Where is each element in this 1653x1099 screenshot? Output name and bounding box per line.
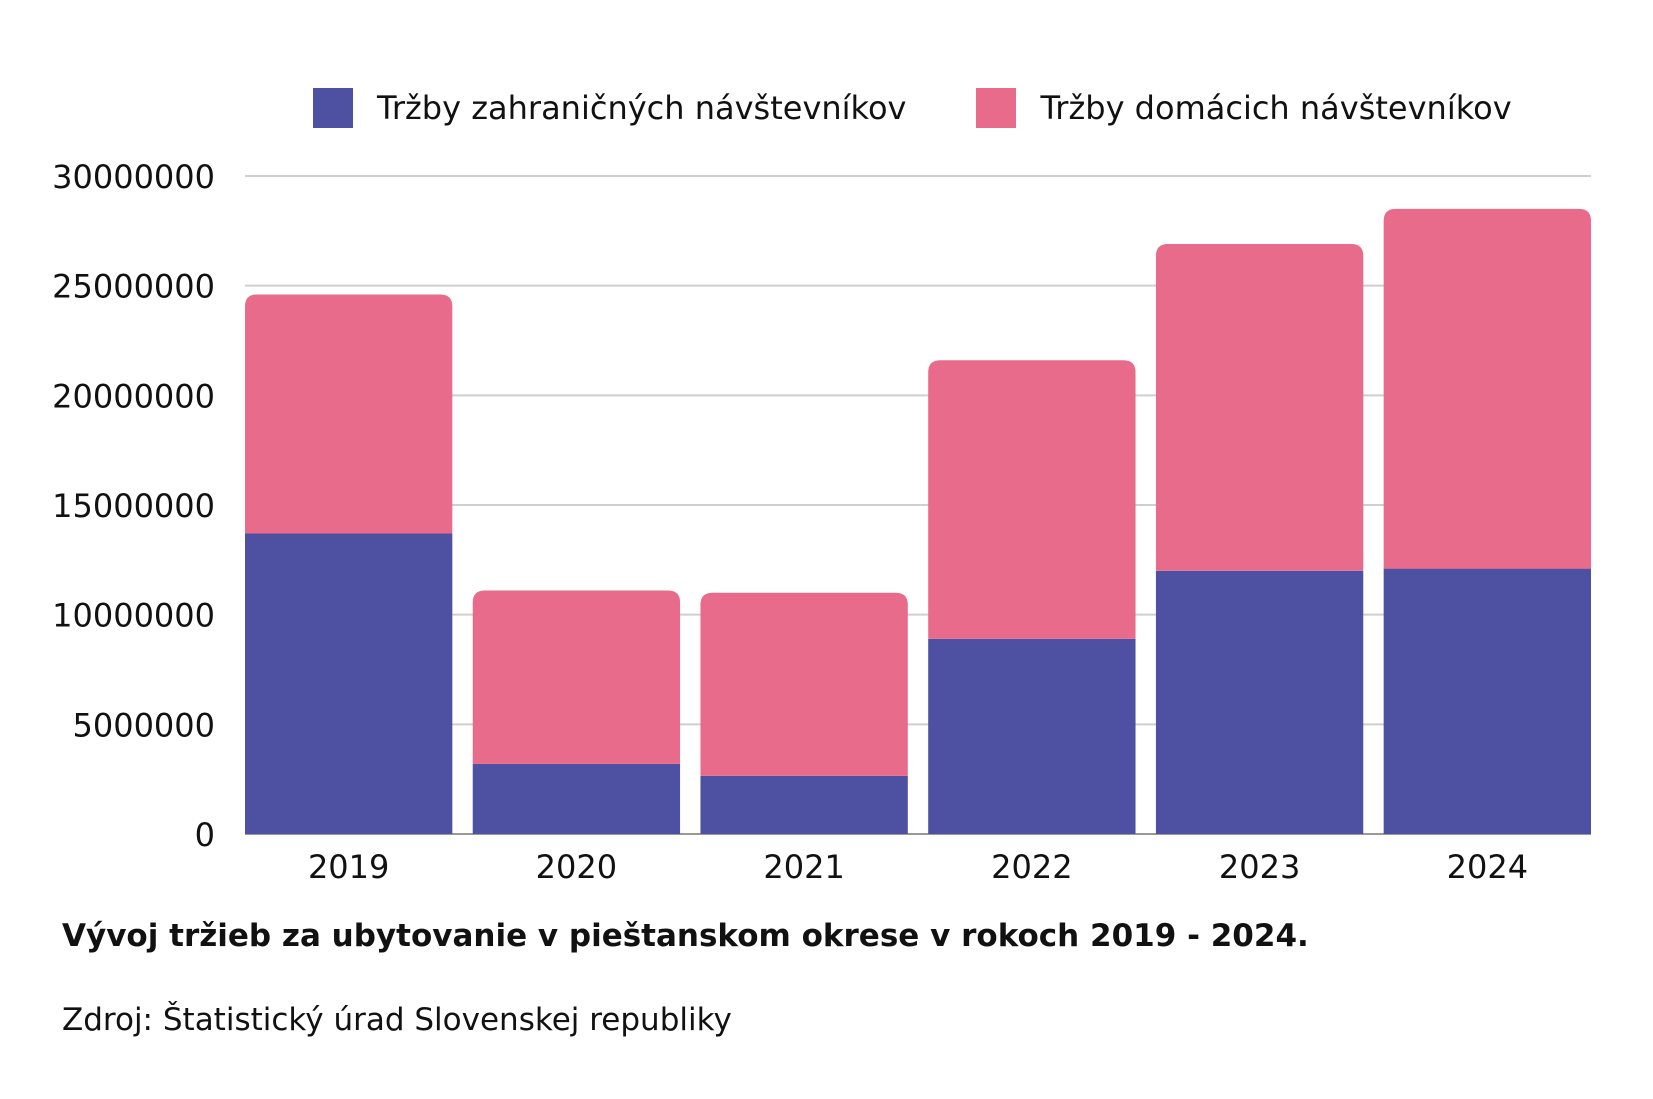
y-tick-label: 15000000: [52, 487, 215, 525]
bar-segment-domestic: [245, 294, 453, 534]
x-tick-label: 2023: [1219, 848, 1300, 886]
legend: Tržby zahraničných návštevníkov Tržby do…: [313, 88, 1512, 128]
y-tick-label: 5000000: [72, 706, 215, 744]
legend-item-foreign: Tržby zahraničných návštevníkov: [313, 88, 906, 128]
x-tick-label: 2022: [991, 848, 1072, 886]
y-tick-label: 20000000: [52, 377, 215, 415]
bar-segment-domestic: [700, 592, 908, 776]
bar-segment-foreign: [245, 533, 453, 834]
stacked-bar-chart: 0 5000000 10000000 15000000 20000000 25000000…: [52, 158, 1591, 886]
bar-segment-foreign: [1155, 570, 1364, 834]
bar-segment-foreign: [1383, 568, 1591, 834]
bar-segment-foreign: [472, 763, 681, 834]
bar-segment-domestic: [1155, 243, 1364, 571]
bar-segment-foreign: [700, 775, 908, 834]
legend-item-domestic: Tržby domácich návštevníkov: [976, 88, 1512, 128]
legend-swatch-domestic: [976, 88, 1017, 128]
y-tick-label: 10000000: [52, 597, 215, 635]
y-tick-label: 25000000: [52, 268, 215, 306]
legend-swatch-foreign: [313, 88, 353, 128]
chart-title: Vývoj tržieb za ubytovanie v pieštanskom…: [62, 918, 1309, 954]
y-tick-label: 30000000: [52, 158, 215, 196]
y-tick-label: 0: [195, 816, 215, 854]
chart-source: Zdroj: Štatistický úrad Slovenskej repub…: [62, 1002, 732, 1038]
x-tick-label: 2024: [1447, 848, 1528, 886]
legend-label-domestic: Tržby domácich návštevníkov: [1040, 89, 1512, 127]
bar-segment-domestic: [1383, 208, 1591, 569]
x-tick-label: 2021: [763, 848, 844, 886]
bar-segment-domestic: [472, 590, 681, 764]
bar-segment-domestic: [928, 360, 1136, 639]
bar-segment-foreign: [928, 638, 1136, 834]
x-tick-label: 2019: [308, 848, 389, 886]
x-tick-label: 2020: [536, 848, 617, 886]
legend-label-foreign: Tržby zahraničných návštevníkov: [377, 89, 907, 127]
